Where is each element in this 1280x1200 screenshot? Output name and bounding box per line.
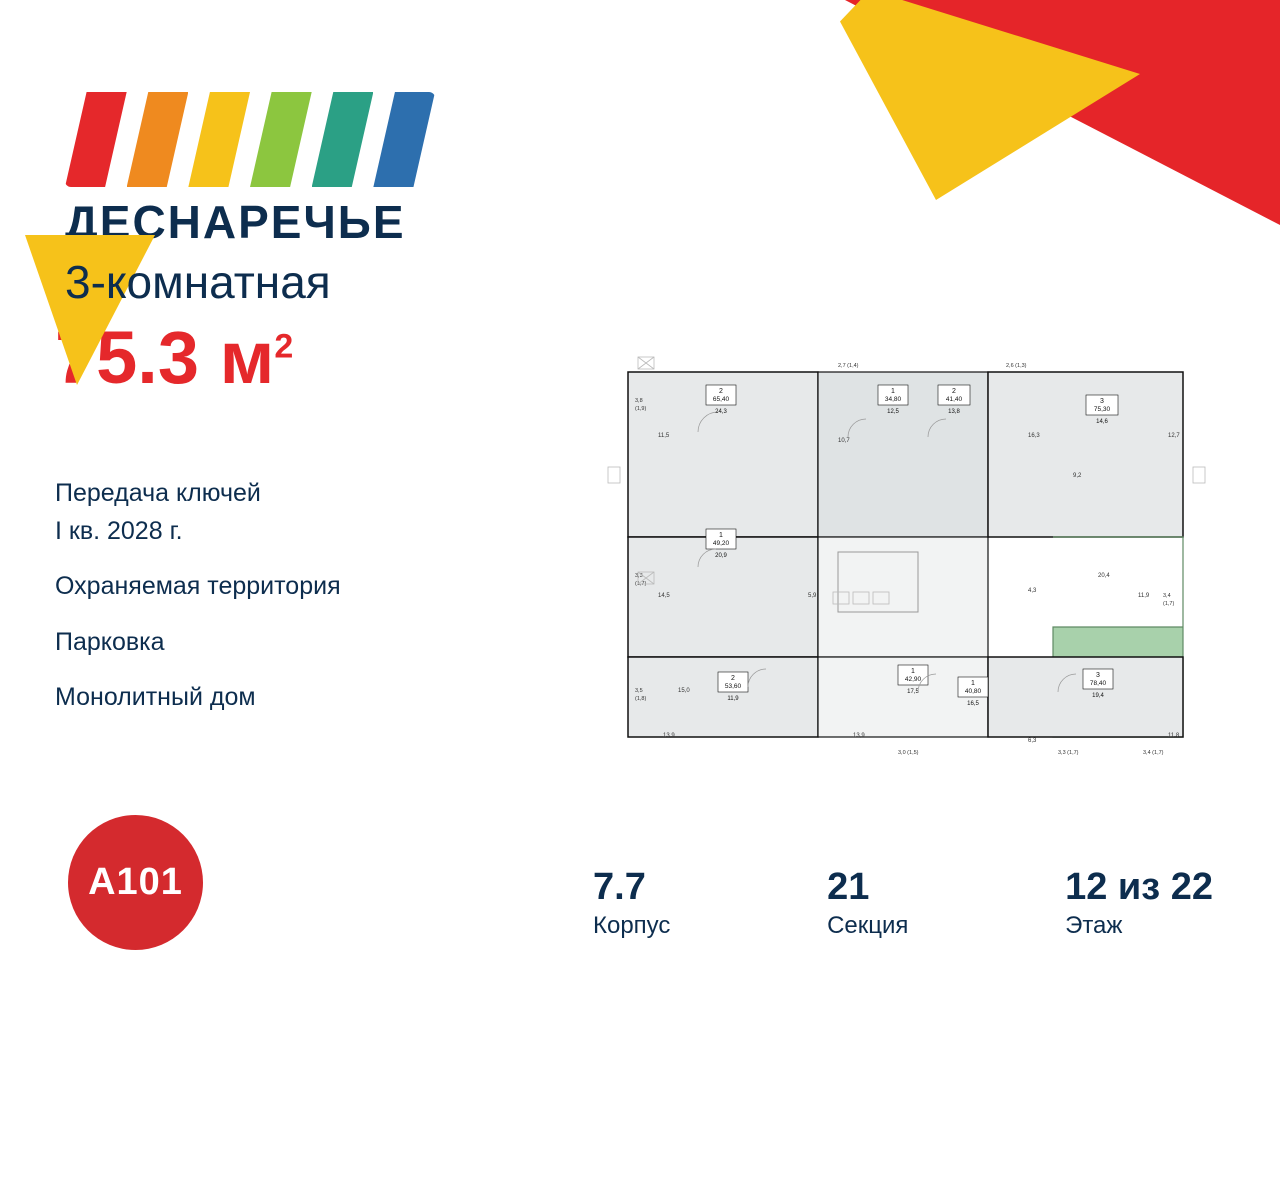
svg-text:5,9: 5,9 [808, 593, 817, 599]
svg-text:3,0 (1,5): 3,0 (1,5) [898, 750, 919, 756]
svg-text:3: 3 [1100, 398, 1104, 405]
svg-text:53,60: 53,60 [725, 683, 742, 690]
svg-text:1: 1 [911, 668, 915, 675]
svg-text:9,2: 9,2 [1073, 473, 1082, 479]
floorplan-diagram[interactable]: 2 65,40 24,3 1 34,80 12,5 2 41,40 13,8 3… [598, 337, 1218, 760]
svg-text:12,7: 12,7 [1168, 433, 1180, 439]
svg-text:14,5: 14,5 [658, 593, 670, 599]
feature-item-3: Монолитный дом [55, 679, 525, 717]
svg-text:15,0: 15,0 [678, 688, 690, 694]
svg-text:16,5: 16,5 [967, 701, 979, 707]
top-right-red-shape [845, 0, 1280, 225]
svg-text:14,6: 14,6 [1096, 419, 1108, 425]
svg-text:10,7: 10,7 [838, 438, 850, 444]
svg-text:42,90: 42,90 [905, 676, 922, 683]
feature-item-0: Передача ключей I кв. 2028 г. [55, 475, 525, 550]
svg-text:17,5: 17,5 [907, 689, 919, 695]
svg-text:75,30: 75,30 [1094, 406, 1111, 413]
svg-text:3,4: 3,4 [1163, 593, 1171, 599]
apartment-stats-row: 7.7 Корпус 21 Секция 12 из 22 Этаж [593, 868, 1213, 940]
svg-text:6,3: 6,3 [1028, 738, 1037, 744]
brand-logo: ДЕСНАРЕЧЬЕ [65, 92, 460, 249]
svg-text:3,5: 3,5 [635, 688, 643, 694]
feature-item-1: Охраняемая территория [55, 568, 525, 606]
room-type-label: 3-комнатная [55, 255, 331, 309]
svg-text:65,40: 65,40 [713, 396, 730, 403]
floorplan-svg: 2 65,40 24,3 1 34,80 12,5 2 41,40 13,8 3… [598, 337, 1218, 760]
svg-text:4,3: 4,3 [1028, 588, 1037, 594]
top-right-yellow-shape [840, 0, 1140, 200]
stat-item-1: 21 Секция [827, 868, 908, 940]
svg-text:34,80: 34,80 [885, 396, 902, 403]
svg-text:3,3: 3,3 [635, 573, 643, 579]
svg-text:40,80: 40,80 [965, 688, 982, 695]
svg-text:11,5: 11,5 [658, 433, 670, 439]
svg-text:3,8: 3,8 [635, 398, 643, 404]
svg-text:2,7 (1,4): 2,7 (1,4) [838, 363, 859, 369]
area-value-label: 75.3 м2 [55, 321, 525, 395]
svg-text:2,6 (1,3): 2,6 (1,3) [1006, 363, 1027, 369]
svg-text:1: 1 [971, 680, 975, 687]
svg-text:20,4: 20,4 [1098, 573, 1110, 579]
svg-text:11,9: 11,9 [1138, 593, 1150, 599]
svg-text:3: 3 [1096, 672, 1100, 679]
svg-text:(1,7): (1,7) [1163, 601, 1174, 607]
bottom-shapes-group [0, 955, 1280, 1200]
svg-text:13,8: 13,8 [948, 409, 960, 415]
svg-text:(1,8): (1,8) [635, 696, 646, 702]
svg-text:12,5: 12,5 [887, 409, 899, 415]
svg-text:2: 2 [952, 388, 956, 395]
svg-text:2: 2 [731, 675, 735, 682]
promo-slide: ДЕСНАРЕЧЬЕ 3-комнатная 75.3 м2 Передача … [0, 0, 1280, 1200]
svg-text:78,40: 78,40 [1090, 680, 1107, 687]
feature-item-2: Парковка [55, 624, 525, 662]
svg-text:2: 2 [719, 388, 723, 395]
svg-text:1: 1 [719, 532, 723, 539]
svg-text:3,4 (1,7): 3,4 (1,7) [1143, 750, 1164, 756]
svg-text:19,4: 19,4 [1092, 693, 1104, 699]
svg-text:41,40: 41,40 [946, 396, 963, 403]
svg-text:11,9: 11,9 [727, 696, 739, 702]
svg-text:13,9: 13,9 [663, 733, 675, 739]
svg-text:16,3: 16,3 [1028, 433, 1040, 439]
stat-item-2: 12 из 22 Этаж [1065, 868, 1213, 940]
svg-text:11,8: 11,8 [1168, 733, 1180, 739]
svg-text:13,9: 13,9 [853, 733, 865, 739]
svg-text:3,3 (1,7): 3,3 (1,7) [1058, 750, 1079, 756]
logo-color-stripe [65, 92, 435, 187]
svg-text:1: 1 [891, 388, 895, 395]
stat-item-0: 7.7 Корпус [593, 868, 670, 940]
apartment-title-block: 3-комнатная 75.3 м2 [55, 255, 525, 395]
svg-text:20,9: 20,9 [715, 553, 727, 559]
svg-text:49,20: 49,20 [713, 540, 730, 547]
a101-badge[interactable]: A101 [68, 815, 203, 950]
feature-list: Передача ключей I кв. 2028 г. Охраняемая … [55, 475, 525, 717]
svg-text:(1,9): (1,9) [635, 406, 646, 412]
